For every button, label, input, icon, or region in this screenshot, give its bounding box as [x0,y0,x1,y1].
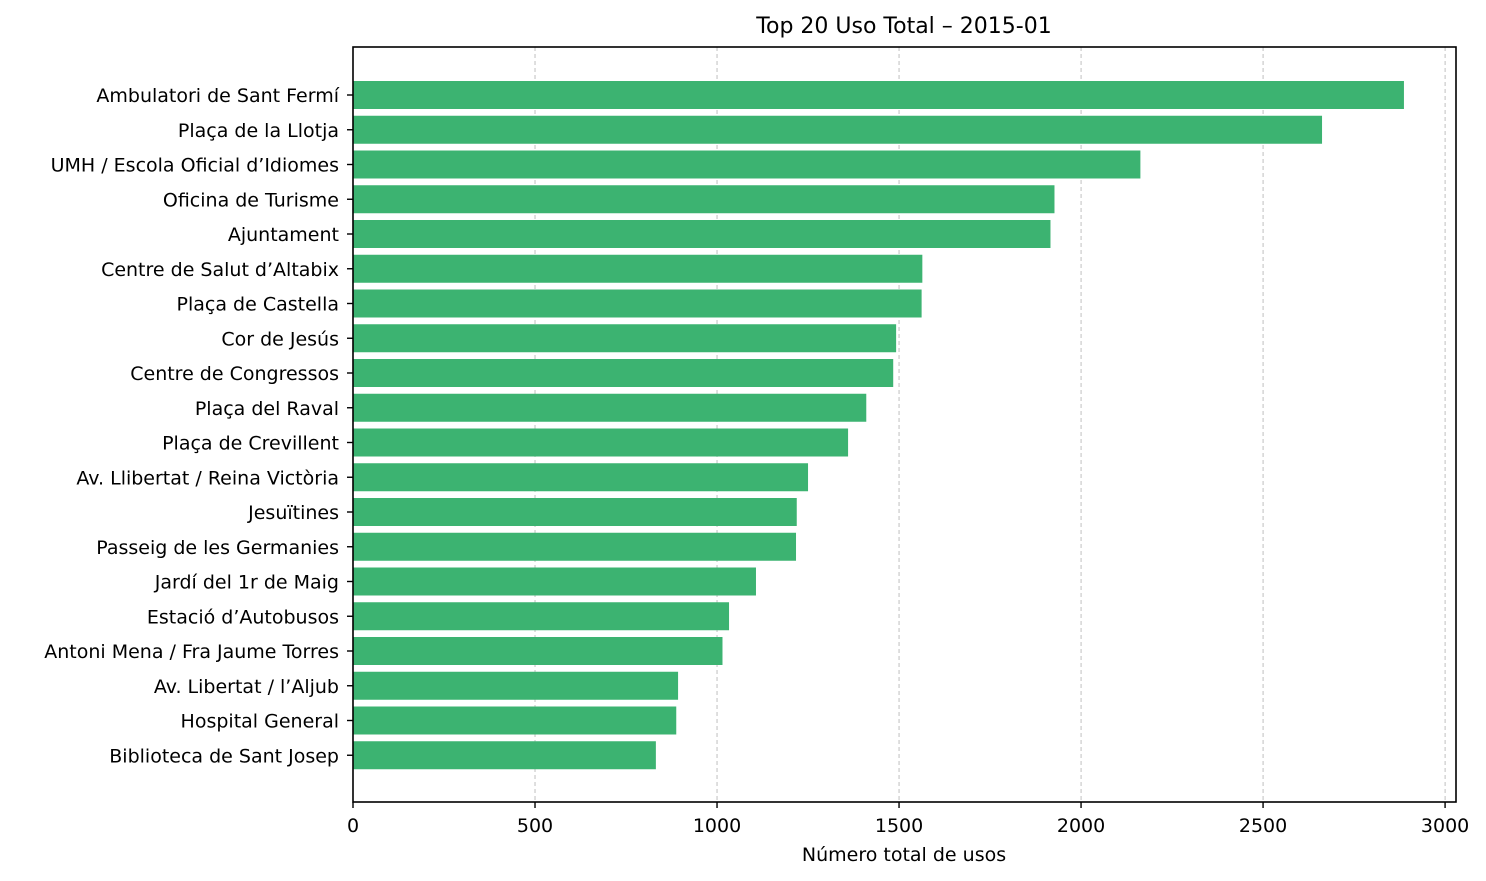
y-tick-label: Plaça del Raval [195,398,339,420]
y-tick-label: Plaça de Castella [177,294,339,316]
x-tick-label: 500 [517,815,553,837]
y-tick-label: Jesuïtines [247,502,339,524]
bar [353,393,867,422]
bar [353,463,809,492]
y-tick-label: Hospital General [181,711,339,733]
bar [353,115,1323,144]
bar [353,81,1404,109]
x-axis: 0 500 1000 1500 2000 2500 3000 [347,802,1469,837]
x-tick-label: 2500 [1239,815,1287,837]
y-tick-label: Antoni Mena / Fra Jaume Torres [44,641,339,663]
y-tick-label: Oficina de Turisme [163,189,339,211]
bar [353,289,922,318]
x-axis-label: Número total de usos [802,844,1006,866]
bars [353,81,1404,770]
x-tick-label: 1000 [693,815,741,837]
y-tick-label: Cor de Jesús [221,328,339,350]
y-tick-label: Av. Llibertat / Reina Victòria [76,467,339,489]
bar [353,567,756,596]
chart-title: Top 20 Uso Total – 2015-01 [755,14,1051,39]
y-tick-label: Centre de Salut d’Altabix [101,259,339,281]
bar [353,706,677,735]
bar [353,220,1051,248]
x-tick-label: 1500 [875,815,923,837]
bar [353,532,797,561]
y-tick-label: Estació d’Autobusos [147,606,339,628]
bar [353,428,849,457]
bar [353,324,897,353]
y-tick-label: Av. Libertat / l’Aljub [154,676,339,698]
bar [353,741,656,770]
x-tick-label: 3000 [1421,815,1469,837]
y-tick-label: Passeig de les Germanies [96,537,339,559]
y-tick-label: Plaça de Crevillent [162,433,339,455]
x-tick-label: 0 [347,815,359,837]
bar [353,150,1141,179]
bar [353,498,797,526]
bar [353,602,730,631]
bar [353,185,1055,214]
bar [353,637,723,665]
y-tick-label: Jardí del 1r de Maig [154,572,339,594]
x-tick-label: 2000 [1057,815,1105,837]
y-tick-label: Plaça de la Llotja [178,120,339,142]
bar [353,359,894,387]
y-tick-label: Ajuntament [228,224,339,246]
bar [353,254,923,283]
y-tick-label: Centre de Congressos [130,363,339,385]
y-axis: Ambulatori de Sant Fermí Plaça de la Llot… [44,85,353,767]
y-tick-label: Biblioteca de Sant Josep [109,745,339,767]
y-tick-label: UMH / Escola Oficial d’Idiomes [51,155,339,177]
plot-frame [352,46,1457,803]
bar [353,671,679,700]
y-tick-label: Ambulatori de Sant Fermí [96,85,339,107]
